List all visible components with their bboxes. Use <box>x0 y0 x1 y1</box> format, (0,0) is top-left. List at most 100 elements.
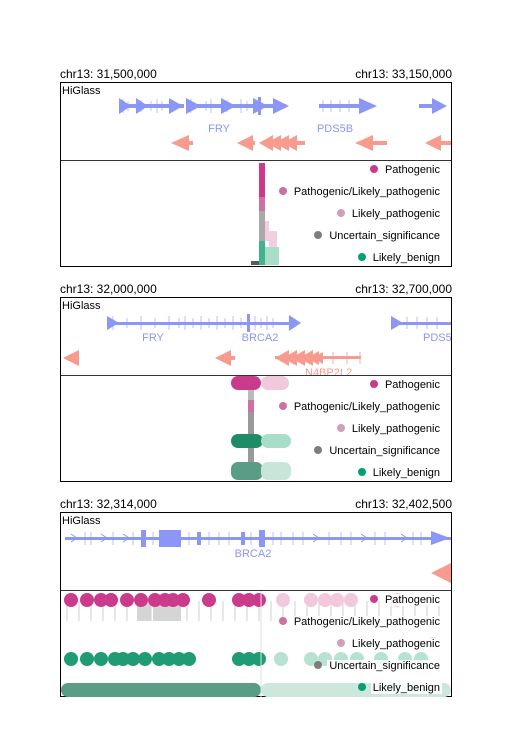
pathogenic-likely-cluster <box>248 400 254 412</box>
legend-dot-icon <box>336 209 345 217</box>
gene-label-pds5b: PDS5B <box>317 123 353 135</box>
legend-dot-icon <box>336 424 345 432</box>
forward-gene-pds5 <box>391 316 451 330</box>
legend-dot-icon <box>357 468 366 476</box>
gene-annotation-svg: FRY PDS5B <box>119 97 451 151</box>
gene-label-brca2: BRCA2 <box>242 332 279 344</box>
uncertain-cluster <box>248 412 254 438</box>
legend-item-likely-benign: Likely_benign <box>279 250 442 272</box>
gene-label-pds5: PDS5 <box>423 332 451 344</box>
likely-benign-variant <box>162 652 176 666</box>
reverse-genes <box>171 135 451 151</box>
likely-benign-variant <box>94 652 108 666</box>
left-coordinate: chr13: 32,000,000 <box>60 282 157 296</box>
pathogenic-variant <box>202 593 216 607</box>
pathogenic-variant <box>148 593 162 607</box>
legend-item-pathogenic: Pathogenic <box>279 377 442 399</box>
track-label: HiGlass <box>62 515 101 527</box>
track-divider <box>61 375 451 376</box>
forward-gene-fry <box>107 314 301 332</box>
legend-item-pathogenic: Pathogenic <box>279 162 442 184</box>
legend-item-likely-benign: Likely_benign <box>279 465 442 487</box>
legend-item-pathogenic-likely-pathogenic: Pathogenic/Likely_pathogenic <box>278 399 442 421</box>
likely-benign-cluster <box>231 434 263 448</box>
clinvar-variant-track[interactable] <box>61 376 451 482</box>
track-label: HiGlass <box>62 85 101 97</box>
pathogenic-variant <box>344 593 358 607</box>
legend-dot-icon <box>336 639 345 647</box>
panel-1: chr13: 31,500,000 chr13: 33,150,000 HiGl… <box>60 67 452 267</box>
legend-item-likely-pathogenic: Likely_pathogenic <box>279 206 442 228</box>
pathogenic-cluster <box>231 376 261 390</box>
likely-benign-variant <box>242 652 256 666</box>
legend-dot-icon <box>314 661 323 669</box>
likely-benign-variant <box>64 652 78 666</box>
gene-annotation-svg: FRY BRCA2 PDS5 N4BP2L2 <box>63 314 451 376</box>
legend-item-likely-pathogenic: Likely_pathogenic <box>279 636 442 658</box>
pathogenic-variant <box>330 593 344 607</box>
forward-gene-pds5b <box>319 98 377 114</box>
likely-benign-variant <box>182 652 196 666</box>
likely-benign-variant <box>138 652 152 666</box>
left-coordinate: chr13: 31,500,000 <box>60 67 157 81</box>
legend: Pathogenic Pathogenic/Likely_pathogenic … <box>278 162 442 272</box>
forward-gene-right <box>419 98 447 114</box>
right-coordinate: chr13: 32,402,500 <box>355 497 452 511</box>
uncertain-bar <box>259 211 265 241</box>
likely-benign-variant <box>274 652 288 666</box>
clinvar-variant-track[interactable] <box>61 161 451 267</box>
legend-dot-icon <box>314 231 323 239</box>
pathogenic-variant <box>242 593 256 607</box>
reverse-genes <box>63 350 361 366</box>
pathogenic-variant <box>276 593 290 607</box>
left-coordinate: chr13: 32,314,000 <box>60 497 157 511</box>
legend-dot-icon <box>278 402 287 410</box>
pathogenic-variant <box>176 593 190 607</box>
likely-benign-variant <box>252 652 266 666</box>
reverse-gene-right <box>431 563 451 583</box>
variant-density-svg <box>251 163 279 265</box>
forward-gene-fry-2 <box>186 97 289 115</box>
likely-benign-band <box>61 683 261 697</box>
legend-item-uncertain-significance: Uncertain_significance <box>279 443 442 465</box>
variant-lollipop-svg <box>231 376 291 480</box>
pathogenic-bar <box>259 163 265 197</box>
gene-annotation-track[interactable]: HiGlass <box>61 513 451 591</box>
legend: Pathogenic Pathogenic/Likely_pathogenic … <box>278 377 442 487</box>
legend-dot-icon <box>314 446 323 454</box>
legend-dot-icon <box>369 165 378 173</box>
gene-annotation-track[interactable]: HiGlass <box>61 83 451 161</box>
likely-benign-variant <box>126 652 140 666</box>
likely-benign-variant <box>116 652 130 666</box>
pathogenic-variant <box>120 593 134 607</box>
gene-label-brca2: BRCA2 <box>235 548 272 560</box>
legend-item-uncertain-significance: Uncertain_significance <box>279 228 442 250</box>
legend-item-likely-benign: Likely_benign <box>279 680 442 702</box>
track-frame[interactable]: HiGlass <box>60 297 452 482</box>
legend-dot-icon <box>278 187 287 195</box>
right-coordinate: chr13: 32,700,000 <box>355 282 452 296</box>
pathogenic-variant <box>252 593 266 607</box>
pathogenic-variant <box>80 593 94 607</box>
gene-label-fry: FRY <box>142 332 164 344</box>
legend-item-uncertain-significance: Uncertain_significance <box>279 658 442 680</box>
legend-item-pathogenic: Pathogenic <box>279 592 442 614</box>
legend-dot-icon <box>357 253 366 261</box>
gene-annotation-track[interactable]: HiGlass <box>61 298 451 376</box>
legend-item-likely-pathogenic: Likely_pathogenic <box>279 421 442 443</box>
pathogenic-variant <box>232 593 246 607</box>
legend-dot-icon <box>357 683 366 691</box>
legend-item-pathogenic-likely-pathogenic: Pathogenic/Likely_pathogenic <box>278 184 442 206</box>
likely-benign-variant <box>232 652 246 666</box>
track-frame[interactable]: HiGlass <box>60 82 452 267</box>
panel-2: chr13: 32,000,000 chr13: 32,700,000 HiGl… <box>60 282 452 482</box>
gene-annotation-svg: BRCA2 <box>65 530 451 583</box>
gene-label-fry: FRY <box>208 123 230 135</box>
likely-benign-variant <box>172 652 186 666</box>
legend-dot-icon <box>278 617 287 625</box>
pathogenic-variant <box>104 593 118 607</box>
legend-item-pathogenic-likely-pathogenic: Pathogenic/Likely_pathogenic <box>278 614 442 636</box>
likely-benign-variant <box>80 652 94 666</box>
forward-gene-fry-1 <box>119 98 184 114</box>
pathogenic-variant <box>318 593 332 607</box>
